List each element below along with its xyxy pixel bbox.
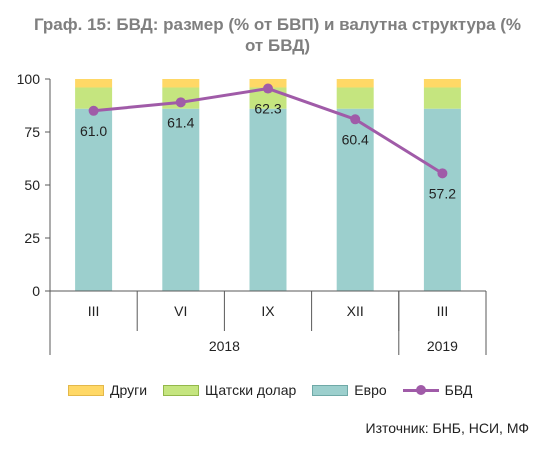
bar-usd-1 [75,87,113,109]
y-tick-label-50: 50 [24,177,40,193]
x-tick-label-1: III [88,303,100,319]
legend-item-usd: Щатски долар [163,382,296,398]
line-point-3 [263,83,273,94]
legend-item-other: Други [68,382,147,398]
bar-usd-4 [336,87,374,109]
bar-euro-4 [336,108,374,292]
data-label-1: 61.0 [80,123,107,139]
chart-plot: 0 25 50 75 100 III VI IX XII III 2018 2019 61.0 61.4 6… [17,71,487,355]
legend-swatch-euro [312,384,349,396]
data-label-4: 60.4 [342,131,369,147]
source-note: Източник: БНБ, НСИ, МФ [365,420,529,436]
y-tick-label-0: 0 [32,283,40,299]
bar-euro-5 [423,108,461,292]
line-point-1 [88,105,99,116]
bar-euro-1 [75,108,113,292]
legend-item-bvd: БВД [402,382,473,398]
legend-label-euro: Евро [354,382,387,398]
x-tick-label-2: VI [174,303,187,319]
y-tick-label-25: 25 [24,230,40,246]
line-point-2 [175,97,186,108]
legend-swatch-usd [163,384,200,396]
legend-item-euro: Евро [312,382,387,398]
y-tick-label-100: 100 [17,71,41,87]
bar-other-5 [423,79,461,88]
line-point-4 [350,114,361,125]
line-point-5 [437,168,448,179]
data-label-3: 62.3 [254,101,281,117]
legend-label-usd: Щатски долар [205,382,297,398]
legend-swatch-other [68,384,104,396]
bar-other-3 [249,79,287,88]
chart-legend: Други Щатски долар Евро БВД [68,380,488,400]
bar-euro-3 [249,108,287,292]
bar-other-1 [75,79,113,88]
x-tick-label-5: III [437,303,449,319]
legend-label-other: Други [110,382,148,398]
x-tick-label-4: XII [347,303,364,319]
bar-usd-5 [423,87,461,109]
year-label-2019: 2019 [427,338,458,354]
data-label-5: 57.2 [429,185,456,201]
legend-swatch-bvd [402,384,439,396]
bar-other-4 [336,79,374,88]
legend-label-bvd: БВД [444,382,473,398]
x-tick-label-3: IX [261,303,275,319]
chart-title-line-2: от БВД) [244,36,311,55]
bar-euro-2 [162,108,200,292]
bar-other-2 [162,79,200,88]
year-label-2018: 2018 [209,338,240,354]
chart-title: Граф. 15: БВД: размер (% от БВП) и валут… [0,14,555,56]
chart-title-line-1: Граф. 15: БВД: размер (% от БВП) и валут… [33,15,522,34]
data-label-2: 61.4 [167,114,194,130]
y-tick-label-75: 75 [24,124,40,140]
